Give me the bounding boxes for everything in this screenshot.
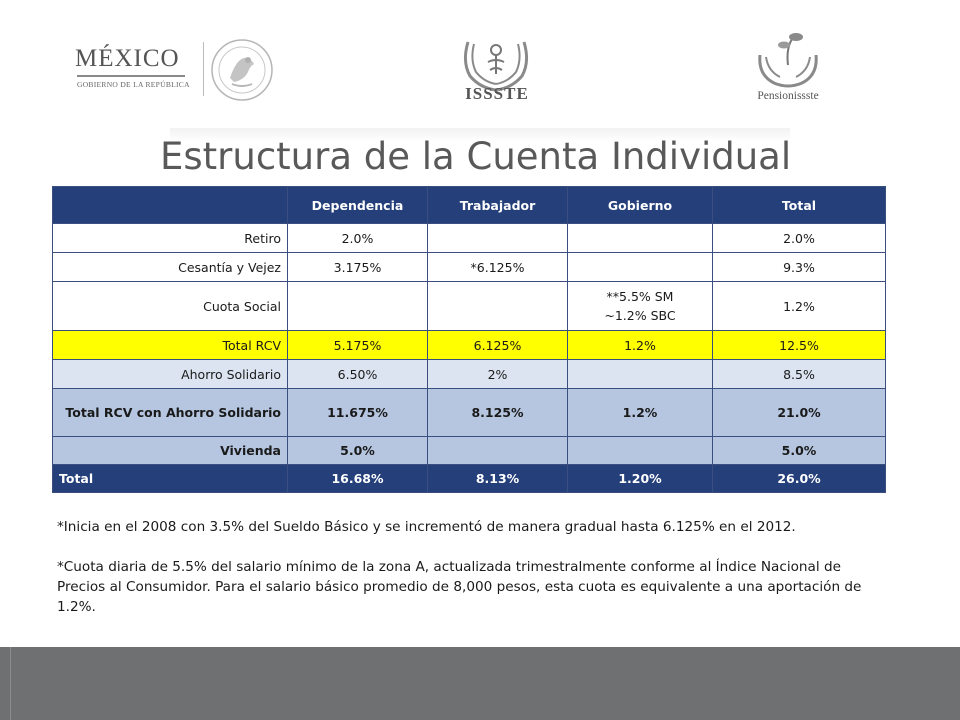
cell-trabajador: 8.125% xyxy=(427,388,568,437)
row-label: Total xyxy=(52,464,288,493)
mexico-subtitle: GOBIERNO DE LA REPÚBLICA xyxy=(77,80,190,89)
header-band xyxy=(0,0,960,135)
cell-gobierno: **5.5% SM ~1.2% SBC xyxy=(567,281,713,331)
table-row-cuota-social: Cuota Social **5.5% SM ~1.2% SBC 1.2% xyxy=(52,281,886,331)
cell-gobierno: 1.2% xyxy=(567,388,713,437)
cell-dependencia: 5.0% xyxy=(287,436,428,465)
cell-total: 5.0% xyxy=(712,436,886,465)
pensionissste-label: Pensionissste xyxy=(757,90,819,102)
cell-trabajador xyxy=(427,223,568,253)
table-row-total-rcv: Total RCV 5.175% 6.125% 1.2% 12.5% xyxy=(52,330,886,360)
mexico-wordmark-underline xyxy=(77,75,185,77)
cell-dependencia xyxy=(287,281,428,331)
cell-gobierno xyxy=(567,252,713,282)
table-row-vivienda: Vivienda 5.0% 5.0% xyxy=(52,436,886,465)
row-label: Total RCV con Ahorro Solidario xyxy=(52,388,288,437)
row-label: Total RCV xyxy=(52,330,288,360)
cuota-social-sm: **5.5% SM xyxy=(606,289,674,304)
cell-total: 12.5% xyxy=(712,330,886,360)
table-row-ahorro-solidario: Ahorro Solidario 6.50% 2% 8.5% xyxy=(52,359,886,389)
issste-hands-icon xyxy=(463,41,529,92)
cell-gobierno xyxy=(567,436,713,465)
row-label: Retiro xyxy=(52,223,288,253)
footer-divider xyxy=(10,647,11,720)
mexico-wordmark: MÉXICO xyxy=(75,45,180,72)
cell-dependencia: 3.175% xyxy=(287,252,428,282)
cell-trabajador: 2% xyxy=(427,359,568,389)
cell-gobierno xyxy=(567,223,713,253)
footer-band xyxy=(0,647,960,720)
contribution-table: Dependencia Trabajador Gobierno Total Re… xyxy=(52,186,886,493)
cell-dependencia: 6.50% xyxy=(287,359,428,389)
issste-label: ISSSTE xyxy=(465,84,529,103)
cell-total: 2.0% xyxy=(712,223,886,253)
cell-trabajador: 6.125% xyxy=(427,330,568,360)
cell-gobierno xyxy=(567,359,713,389)
cell-total: 1.2% xyxy=(712,281,886,331)
cell-trabajador: *6.125% xyxy=(427,252,568,282)
header-shadow xyxy=(170,128,790,142)
header-empty xyxy=(52,186,288,224)
cell-dependencia: 16.68% xyxy=(287,464,428,493)
header-total: Total xyxy=(712,186,886,224)
header-gobierno: Gobierno xyxy=(567,186,713,224)
national-seal-icon xyxy=(211,39,273,101)
table-row-cesantia: Cesantía y Vejez 3.175% *6.125% 9.3% xyxy=(52,252,886,282)
table-header-row: Dependencia Trabajador Gobierno Total xyxy=(52,186,886,224)
cell-total: 8.5% xyxy=(712,359,886,389)
footnote-cuota-social: *Cuota diaria de 5.5% del salario mínimo… xyxy=(57,559,862,615)
pensionissste-hands-icon xyxy=(758,33,818,88)
row-label: Cesantía y Vejez xyxy=(52,252,288,282)
row-label: Ahorro Solidario xyxy=(52,359,288,389)
cuota-social-sbc: ~1.2% SBC xyxy=(604,308,676,323)
row-label: Cuota Social xyxy=(52,281,288,331)
table-row-retiro: Retiro 2.0% 2.0% xyxy=(52,223,886,253)
table-row-total-rcv-ahorro: Total RCV con Ahorro Solidario 11.675% 8… xyxy=(52,388,886,437)
cell-trabajador xyxy=(427,281,568,331)
cell-gobierno: 1.2% xyxy=(567,330,713,360)
cell-total: 26.0% xyxy=(712,464,886,493)
cell-dependencia: 11.675% xyxy=(287,388,428,437)
cell-dependencia: 5.175% xyxy=(287,330,428,360)
slide-title: Estructura de la Cuenta Individual xyxy=(160,135,792,178)
header-trabajador: Trabajador xyxy=(427,186,568,224)
footnote-trabajador: *Inicia en el 2008 con 3.5% del Sueldo B… xyxy=(57,519,796,535)
cell-trabajador: 8.13% xyxy=(427,464,568,493)
cell-dependencia: 2.0% xyxy=(287,223,428,253)
table-row-total: Total 16.68% 8.13% 1.20% 26.0% xyxy=(52,464,886,493)
cell-total: 21.0% xyxy=(712,388,886,437)
footnotes: *Inicia en el 2008 con 3.5% del Sueldo B… xyxy=(57,517,887,637)
logo-divider xyxy=(203,42,204,96)
row-label: Vivienda xyxy=(52,436,288,465)
cell-gobierno: 1.20% xyxy=(567,464,713,493)
cell-trabajador xyxy=(427,436,568,465)
header-dependencia: Dependencia xyxy=(287,186,428,224)
cell-total: 9.3% xyxy=(712,252,886,282)
